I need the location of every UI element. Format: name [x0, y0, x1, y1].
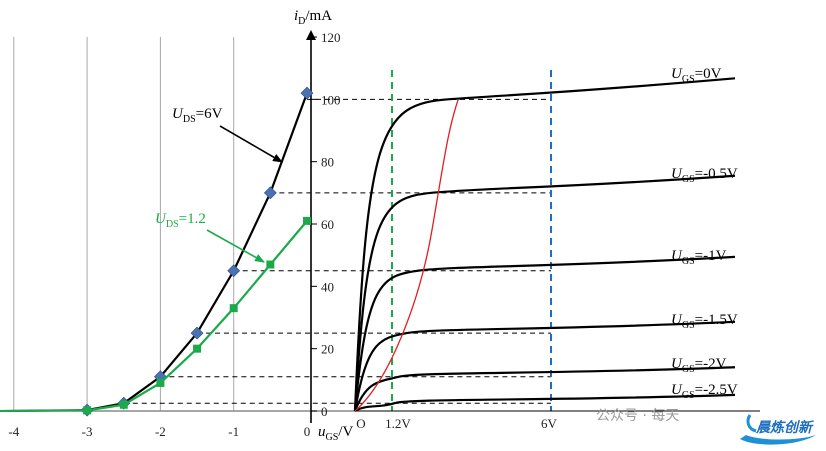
y-tick-label-4: 80 — [321, 155, 334, 170]
output-curve-3 — [353, 320, 736, 412]
boundary-curve — [354, 99, 459, 412]
output-curve-2 — [353, 255, 736, 412]
point-0-5 — [263, 186, 277, 200]
x-tick-label-1: -3 — [82, 424, 93, 439]
output-curve-4 — [353, 366, 736, 412]
point-1-3 — [193, 344, 202, 353]
point-0-3 — [190, 326, 204, 340]
right-x-tick-1: 1.2V — [385, 416, 411, 431]
point-1-5 — [266, 260, 275, 269]
y-tick-label-5: 100 — [321, 92, 341, 107]
output-curve-label-5: UGS=-2.5V — [671, 382, 738, 401]
point-0-6 — [300, 86, 314, 100]
y-tick-label-0: 0 — [321, 404, 328, 419]
output-curve-5 — [354, 393, 736, 412]
id-axis-label: iD/mA — [294, 8, 332, 27]
watermark-text: 公众号 · 每天 — [596, 408, 679, 424]
output-curve-label-1: UGS=-0.5V — [671, 166, 738, 185]
x-tick-label-3: -1 — [228, 424, 239, 439]
annotation-arrow-6v — [219, 125, 283, 163]
series-line-1 — [86, 220, 308, 412]
projection-dash-lines — [123, 70, 552, 411]
series-tail-1 — [0, 409, 88, 412]
output-curve-label-4: UGS=-2V — [671, 356, 727, 375]
output-curve-label-2: UGS=-1V — [671, 248, 727, 267]
annotation-uds-6v: UDS=6V — [172, 106, 223, 125]
point-1-2 — [156, 378, 165, 387]
right-x-tick-0: O — [356, 416, 365, 431]
brand-logo: 晨炼创新 — [740, 414, 816, 445]
y-tick-label-6: 120 — [321, 30, 341, 45]
point-1-0 — [83, 406, 92, 415]
x-tick-label-2: -2 — [155, 424, 166, 439]
y-tick-label-2: 40 — [321, 279, 334, 294]
ugs-axis-label: uGS/V — [318, 424, 353, 443]
annotation-arrow-1-2 — [206, 229, 265, 263]
point-1-4 — [229, 304, 238, 313]
right-x-tick-2: 6V — [541, 416, 558, 431]
point-0-4 — [227, 264, 241, 278]
output-curve-label-0: UGS=0V — [671, 66, 722, 85]
annotation-uds-1-2: UDS=1.2 — [155, 211, 206, 230]
output-curve-0 — [353, 77, 736, 412]
transfer-characteristics — [0, 86, 314, 417]
logo-lettering: 晨炼创新 — [755, 419, 815, 436]
axes: 0 20 40 60 80 100 120 -4 -3 -2 -1 0 O 1.2V 6V — [8, 30, 760, 439]
point-1-1 — [119, 400, 128, 409]
x-tick-label-0: -4 — [8, 424, 19, 439]
y-tick-label-3: 60 — [321, 217, 334, 232]
output-curve-label-3: UGS=-1.5V — [671, 312, 738, 331]
series-line-0 — [86, 92, 309, 412]
output-characteristics — [353, 77, 736, 412]
chart-labels: iD/mA uGS/V UDS=6V UDS=1.2 UGS=0V UGS=-0.5V UG… — [155, 8, 738, 443]
y-tick-label-1: 20 — [321, 342, 334, 357]
point-1-6 — [303, 216, 311, 225]
x-tick-label-4: 0 — [304, 424, 311, 439]
output-curve-1 — [353, 174, 736, 412]
